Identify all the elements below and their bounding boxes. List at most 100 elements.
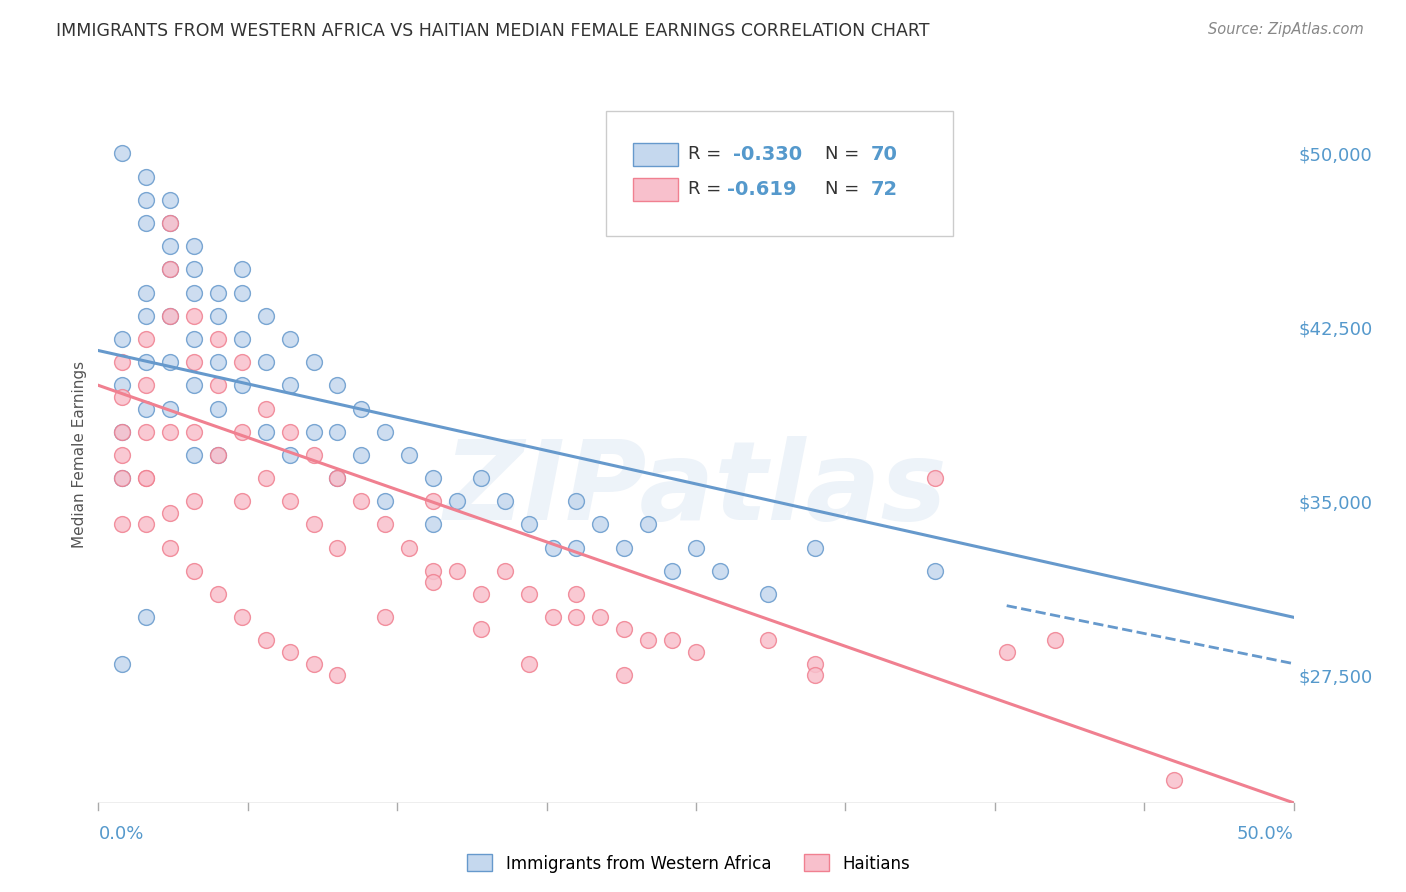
- Point: [183, 239, 205, 253]
- Text: N =: N =: [825, 145, 865, 163]
- Point: [924, 564, 946, 578]
- Point: [685, 645, 707, 659]
- Point: [326, 471, 349, 485]
- Point: [254, 355, 277, 369]
- Point: [374, 425, 396, 439]
- Point: [111, 471, 134, 485]
- Point: [565, 587, 588, 601]
- Point: [159, 309, 181, 323]
- Point: [135, 355, 157, 369]
- Text: N =: N =: [825, 180, 865, 198]
- Point: [422, 494, 444, 508]
- Point: [326, 378, 349, 392]
- Point: [207, 309, 229, 323]
- Point: [135, 309, 157, 323]
- Point: [159, 193, 181, 207]
- Point: [494, 564, 516, 578]
- Point: [756, 633, 779, 648]
- Point: [159, 541, 181, 555]
- Point: [111, 332, 134, 346]
- Point: [350, 448, 373, 462]
- Point: [613, 622, 636, 636]
- Point: [207, 448, 229, 462]
- Point: [517, 587, 540, 601]
- FancyBboxPatch shape: [633, 144, 678, 166]
- Point: [231, 610, 253, 624]
- Point: [446, 494, 468, 508]
- Point: [302, 517, 325, 532]
- Point: [470, 587, 492, 601]
- Point: [661, 633, 683, 648]
- Point: [159, 262, 181, 277]
- Point: [207, 587, 229, 601]
- Text: R =: R =: [688, 145, 727, 163]
- Point: [183, 564, 205, 578]
- Point: [111, 146, 134, 161]
- Point: [135, 285, 157, 300]
- Point: [135, 216, 157, 230]
- Point: [111, 471, 134, 485]
- Point: [302, 448, 325, 462]
- Point: [207, 401, 229, 416]
- Point: [398, 541, 420, 555]
- Point: [517, 657, 540, 671]
- Point: [135, 378, 157, 392]
- Point: [231, 262, 253, 277]
- Point: [207, 448, 229, 462]
- Point: [589, 610, 612, 624]
- Point: [231, 378, 253, 392]
- Text: 0.0%: 0.0%: [98, 825, 143, 843]
- Point: [159, 425, 181, 439]
- Point: [804, 668, 827, 682]
- Point: [374, 610, 396, 624]
- Point: [111, 378, 134, 392]
- Point: [231, 285, 253, 300]
- Point: [446, 564, 468, 578]
- Point: [804, 657, 827, 671]
- Point: [135, 332, 157, 346]
- Point: [326, 541, 349, 555]
- Point: [231, 494, 253, 508]
- Point: [565, 541, 588, 555]
- Text: -0.330: -0.330: [733, 145, 803, 164]
- Point: [207, 378, 229, 392]
- Point: [135, 401, 157, 416]
- Point: [422, 471, 444, 485]
- Point: [159, 506, 181, 520]
- Point: [111, 448, 134, 462]
- Point: [422, 564, 444, 578]
- Text: ZIPatlas: ZIPatlas: [444, 436, 948, 543]
- Point: [135, 425, 157, 439]
- Point: [183, 448, 205, 462]
- Point: [183, 494, 205, 508]
- Point: [278, 332, 301, 346]
- FancyBboxPatch shape: [633, 178, 678, 201]
- Point: [278, 494, 301, 508]
- Text: Source: ZipAtlas.com: Source: ZipAtlas.com: [1208, 22, 1364, 37]
- Point: [804, 541, 827, 555]
- Point: [159, 216, 181, 230]
- Point: [183, 425, 205, 439]
- Text: R =: R =: [688, 180, 727, 198]
- Point: [565, 610, 588, 624]
- Point: [350, 494, 373, 508]
- Point: [111, 425, 134, 439]
- Point: [565, 494, 588, 508]
- Point: [278, 425, 301, 439]
- Point: [541, 541, 564, 555]
- Point: [326, 471, 349, 485]
- Point: [135, 517, 157, 532]
- Point: [709, 564, 731, 578]
- Point: [302, 425, 325, 439]
- Point: [183, 285, 205, 300]
- Point: [374, 494, 396, 508]
- Point: [302, 657, 325, 671]
- Point: [111, 425, 134, 439]
- Point: [541, 610, 564, 624]
- Point: [111, 517, 134, 532]
- Point: [278, 378, 301, 392]
- Point: [278, 448, 301, 462]
- Point: [398, 448, 420, 462]
- Legend: Immigrants from Western Africa, Haitians: Immigrants from Western Africa, Haitians: [461, 847, 917, 880]
- Point: [470, 471, 492, 485]
